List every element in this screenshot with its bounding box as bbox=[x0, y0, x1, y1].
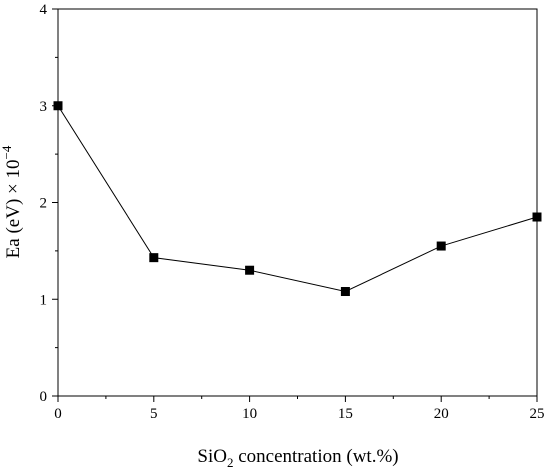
data-point bbox=[532, 212, 542, 222]
x-tick-label: 25 bbox=[530, 406, 545, 422]
y-tick-label: 0 bbox=[40, 389, 48, 405]
y-tick-label: 3 bbox=[40, 99, 48, 115]
x-tick-label: 0 bbox=[54, 406, 62, 422]
x-tick-label: 10 bbox=[242, 406, 257, 422]
series-line bbox=[57, 105, 538, 293]
tick-labels: 0 5 10 15 20 25 0 1 2 3 4 bbox=[40, 2, 545, 422]
y-tick-label: 4 bbox=[40, 2, 48, 18]
y-axis-title: Ea (eV) × 10−4 bbox=[0, 145, 24, 258]
data-point bbox=[245, 265, 255, 275]
ticks bbox=[52, 8, 538, 402]
x-tick-label: 20 bbox=[434, 406, 449, 422]
data-point bbox=[340, 287, 350, 297]
y-tick-label: 1 bbox=[40, 292, 48, 308]
data-point bbox=[53, 101, 63, 111]
x-tick-label: 5 bbox=[150, 406, 158, 422]
series bbox=[53, 101, 542, 297]
y-tick-label: 2 bbox=[40, 196, 48, 212]
plot-frame bbox=[57, 8, 538, 397]
x-axis-title: SiO2 concentration (wt.%) bbox=[197, 446, 398, 469]
x-tick-label: 15 bbox=[338, 406, 353, 422]
data-point bbox=[436, 241, 446, 251]
data-point bbox=[149, 253, 159, 263]
